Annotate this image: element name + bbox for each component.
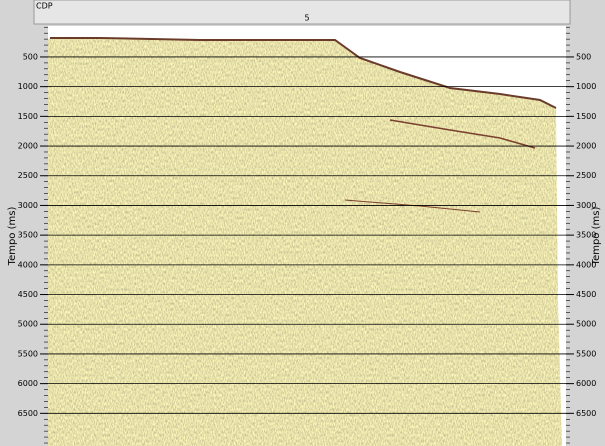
y-tick-label-right: 6000	[576, 379, 596, 388]
y-tick-label-right: 2000	[576, 142, 596, 151]
y-tick-label: 1500	[18, 112, 38, 121]
y-tick-label: 6000	[18, 379, 38, 388]
y-tick-label: 3000	[18, 201, 38, 210]
y-tick-label: 500	[23, 52, 38, 61]
y-tick-label: 4500	[18, 290, 38, 299]
y-tick-label-right: 1000	[576, 82, 596, 91]
y-tick-label-right: 5500	[576, 349, 596, 358]
y-tick-label: 2000	[18, 142, 38, 151]
y-tick-label: 5000	[18, 320, 38, 329]
y-tick-label: 6500	[18, 409, 38, 418]
y-tick-label: 5500	[18, 349, 38, 358]
y-tick-label-right: 4500	[576, 290, 596, 299]
header-bar	[34, 0, 570, 24]
y-tick-label: 2500	[18, 171, 38, 180]
y-tick-label: 1000	[18, 82, 38, 91]
seismic-viewer: CDP 5 500 500 1000 1000 1500 1500 2000 2000 2500…	[0, 0, 605, 446]
y-tick-label-right: 2500	[576, 171, 596, 180]
y-axis-title: Tempo (ms)	[7, 207, 18, 267]
y-tick-label-right: 5000	[576, 320, 596, 329]
y-tick-label: 3500	[18, 231, 38, 240]
y-tick-label: 4000	[18, 260, 38, 269]
y-tick-label-right: 1500	[576, 112, 596, 121]
y-tick-label-right: 6500	[576, 409, 596, 418]
header-marker: 5	[304, 14, 309, 23]
y-tick-label-right: 500	[576, 52, 591, 61]
header-label: CDP	[36, 2, 53, 11]
y-axis-title-right: Tempo (ms)	[591, 207, 602, 267]
